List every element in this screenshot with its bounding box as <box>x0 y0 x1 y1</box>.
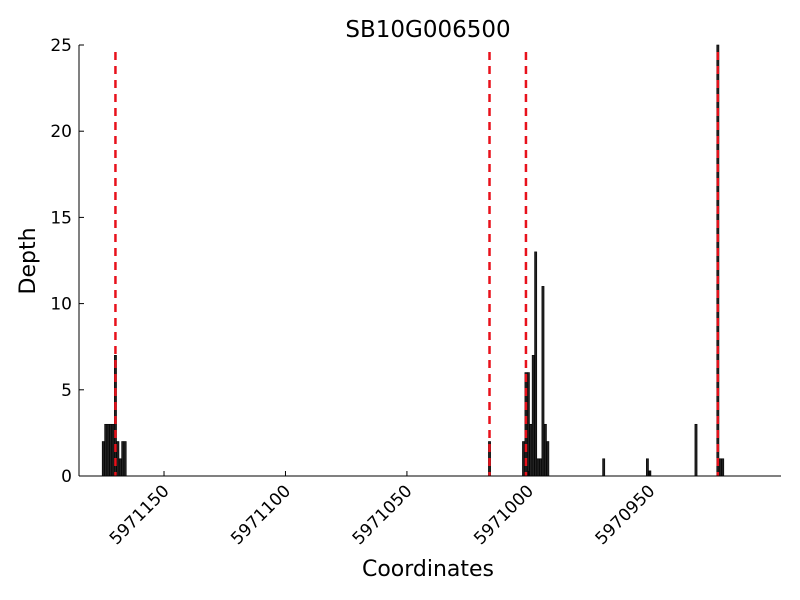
depth-bar-0 <box>101 441 105 477</box>
depth-bar-8 <box>121 441 125 477</box>
y-tick-label-4: 20 <box>50 122 72 142</box>
depth-bar-27 <box>718 458 722 477</box>
depth-bar-18 <box>539 458 542 477</box>
x-tick-label-2: 5971050 <box>349 481 417 549</box>
depth-bar-16 <box>534 251 538 477</box>
depth-bar-14 <box>529 423 533 477</box>
depth-bar-17 <box>536 458 540 477</box>
x-axis-title: Coordinates <box>362 557 494 582</box>
depth-bar-7 <box>118 458 122 477</box>
depth-bar-25 <box>694 423 698 477</box>
depth-bar-22 <box>602 458 606 477</box>
depth-bar-3 <box>109 423 112 477</box>
depth-bar-15 <box>531 355 535 477</box>
y-tick-label-5: 25 <box>50 36 72 56</box>
x-tick-label-3: 5971000 <box>470 481 538 549</box>
y-tick-label-3: 15 <box>50 208 72 228</box>
y-axis-title: Depth <box>16 227 41 294</box>
depth-bar-13 <box>526 372 530 477</box>
x-tick-label-1: 5971100 <box>227 481 295 549</box>
axes <box>78 45 781 477</box>
depth-bar-23 <box>646 458 649 477</box>
bars-layer <box>101 44 725 477</box>
depth-bar-28 <box>721 458 725 477</box>
y-ticks: 0 5 10 15 20 25 <box>50 36 84 487</box>
depth-bar-21 <box>546 441 550 477</box>
depth-bar-6 <box>116 441 120 477</box>
depth-bar-1 <box>104 423 108 477</box>
chart-title: SB10G006500 <box>345 17 510 43</box>
depth-bar-9 <box>123 441 127 477</box>
depth-bar-4 <box>111 423 115 477</box>
depth-bar-20 <box>543 423 547 477</box>
markers-layer <box>114 52 720 476</box>
x-tick-label-4: 5970950 <box>592 481 660 549</box>
depth-bar-11 <box>522 441 525 477</box>
depth-bar-19 <box>541 286 545 477</box>
x-tick-label-0: 5971150 <box>106 481 174 549</box>
x-ticks: 5971150 5971100 5971050 5971000 5970950 <box>106 471 659 549</box>
depth-bar-5 <box>114 355 117 477</box>
depth-bar-2 <box>106 423 110 477</box>
y-tick-label-2: 10 <box>50 295 72 315</box>
y-tick-label-1: 5 <box>61 381 72 401</box>
y-tick-label-0: 0 <box>61 467 72 487</box>
